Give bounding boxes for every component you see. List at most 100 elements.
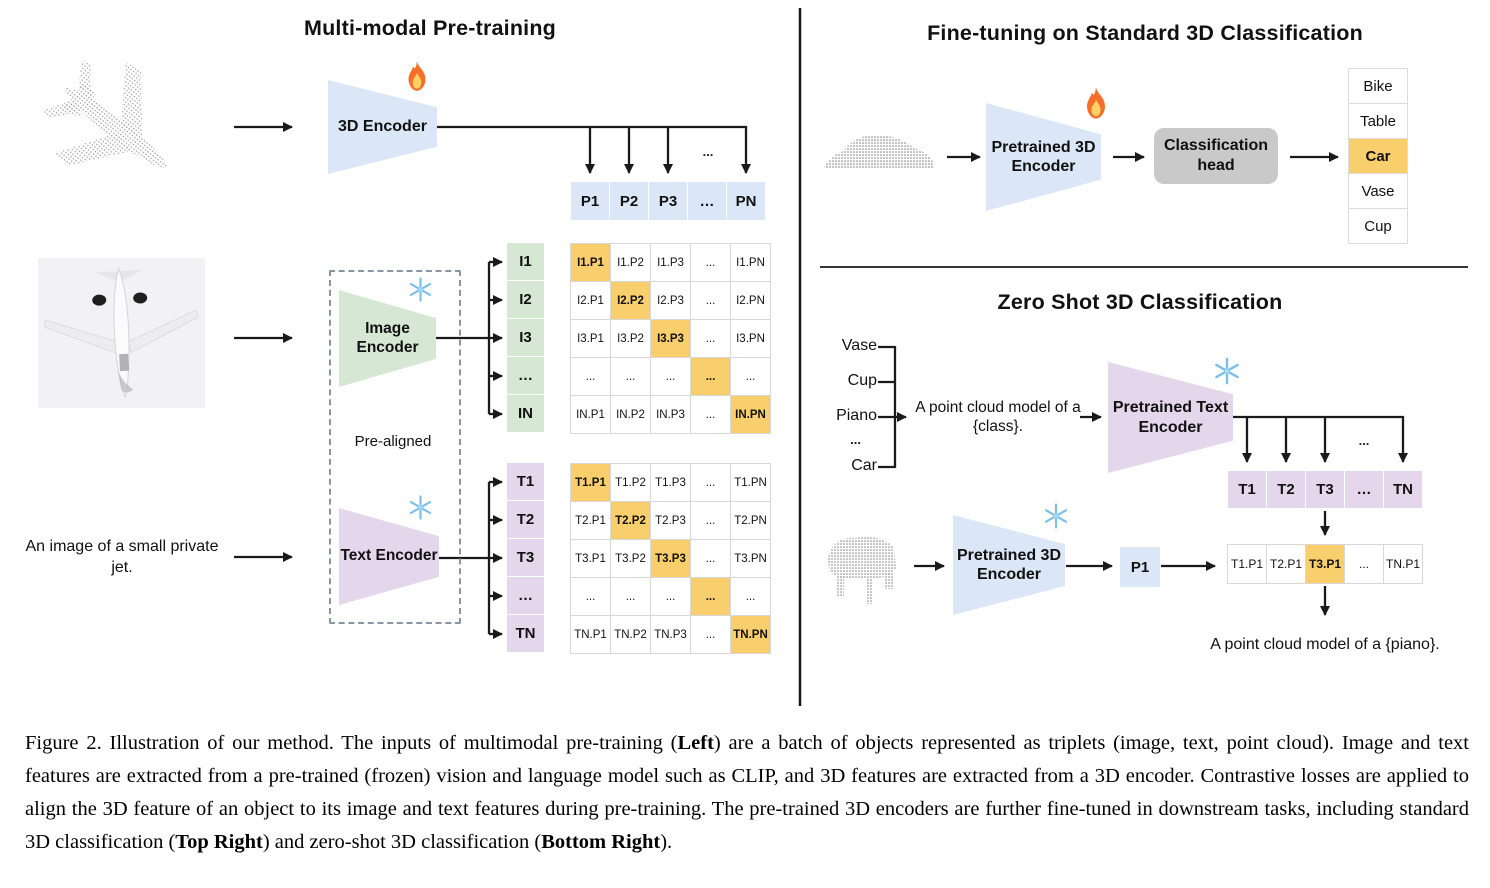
class-option: Table xyxy=(1349,104,1407,138)
text-feature-cell: T1 xyxy=(1228,471,1266,508)
caption-segment: Bottom Right xyxy=(541,830,661,853)
text-point-similarity-cell: ... xyxy=(691,616,730,653)
image-point-similarity-cell: IN.P3 xyxy=(651,396,690,433)
text-feature-cell: T3 xyxy=(507,539,544,576)
class-option: Vase xyxy=(1349,174,1407,208)
similarity-cell: TN.P1 xyxy=(1384,545,1422,583)
caption-segment: ) are a batch of objects represented as … xyxy=(25,731,1469,853)
text-point-similarity-cell: ... xyxy=(691,464,730,501)
image-point-similarity-cell: ... xyxy=(611,358,650,395)
prompt-text: A point cloud model of a {class}. xyxy=(915,399,1081,435)
text-feature-cell: T2 xyxy=(507,501,544,538)
text-point-similarity-cell: T2.P3 xyxy=(651,502,690,539)
text-feature-cell: T1 xyxy=(507,463,544,500)
piano-point-cloud xyxy=(828,536,896,604)
snowflake-icon xyxy=(1044,503,1068,529)
text-point-similarity-cell: T3.P3 xyxy=(651,540,690,577)
text-feature-cell: TN xyxy=(507,615,544,652)
fire-icon xyxy=(408,61,426,91)
image-point-similarity-cell: I1.P2 xyxy=(611,244,650,281)
image-feature-column: I1 I2 I3… IN xyxy=(507,243,544,432)
image-feature-cell: IN xyxy=(507,395,544,432)
caption-segment: Top Right xyxy=(175,830,263,853)
image-point-similarity-cell: IN.PN xyxy=(731,396,770,433)
image-point-similarity-cell: I2.P2 xyxy=(611,282,650,319)
text-point-similarity-cell: ... xyxy=(691,540,730,577)
text-point-similarity-cell: TN.P3 xyxy=(651,616,690,653)
image-point-similarity-cell: ... xyxy=(571,358,610,395)
classification-head-block: Classification head xyxy=(1154,128,1278,184)
class-prediction-list: Bike Table Car Vase Cup xyxy=(1348,68,1408,244)
snowflake-icon xyxy=(1215,357,1239,385)
zeroshot-class-label: Piano xyxy=(836,407,877,424)
fire-icon xyxy=(1087,87,1105,119)
figure-caption: Figure 2. Illustration of our method. Th… xyxy=(25,727,1469,859)
p-feature-cell: PN xyxy=(727,182,765,220)
text-point-similarity-cell: ... xyxy=(571,578,610,615)
similarity-cell: ... xyxy=(1345,545,1383,583)
image-point-similarity-cell: ... xyxy=(691,396,730,433)
text-feature-cell: … xyxy=(1345,471,1383,508)
prealigned-box xyxy=(329,270,461,624)
image-point-similarity-cell: IN.P2 xyxy=(611,396,650,433)
airplane-photo xyxy=(38,258,205,408)
similarity-cell: T1.P1 xyxy=(1228,545,1266,583)
snowflake-icon xyxy=(409,277,432,302)
image-point-similarity-cell: ... xyxy=(691,320,730,357)
caption-segment: ) and zero-shot 3D classification ( xyxy=(262,830,542,853)
p-feature-cell: P1 xyxy=(571,182,609,220)
car-point-cloud xyxy=(824,134,934,168)
p-feature-cell: P2 xyxy=(610,182,648,220)
p-feature-cell: P3 xyxy=(649,182,687,220)
text-feature-row: T1 T2 T3… TN xyxy=(1228,471,1422,508)
zeroshot-result-text: A point cloud model of a {piano}. xyxy=(1210,636,1440,653)
image-point-similarity-cell: ... xyxy=(691,358,730,395)
similarity-row: T1.P1 T2.P1 T3.P1... TN.P1 xyxy=(1227,544,1423,584)
image-point-similarity-cell: ... xyxy=(691,244,730,281)
text-point-similarity-cell: T3.PN xyxy=(731,540,770,577)
text-feature-cell: … xyxy=(507,577,544,614)
text-feature-cell: T2 xyxy=(1267,471,1305,508)
text-point-similarity-cell: TN.P1 xyxy=(571,616,610,653)
image-point-similarity-cell: I1.P3 xyxy=(651,244,690,281)
text-point-similarity-cell: T1.P1 xyxy=(571,464,610,501)
t-row-ellipsis: ... xyxy=(1358,433,1370,448)
text-point-similarity-cell: TN.P2 xyxy=(611,616,650,653)
text-point-similarity-cell: T1.PN xyxy=(731,464,770,501)
image-point-similarity-cell: ... xyxy=(731,358,770,395)
similarity-cell: T2.P1 xyxy=(1267,545,1305,583)
text-point-similarity-matrix: T1.P1 T1.P2 T1.P3... T1.PN T2.P1 T2.P2 T2.P3..… xyxy=(570,463,771,654)
text-input-caption: An image of a small private jet. xyxy=(25,538,219,576)
zeroshot-class-label: Car xyxy=(851,457,877,474)
class-option: Bike xyxy=(1349,69,1407,103)
text-feature-cell: TN xyxy=(1384,471,1422,508)
image-point-similarity-cell: I1.P1 xyxy=(571,244,610,281)
zeroshot-title: Zero Shot 3D Classification xyxy=(997,290,1283,314)
image-point-similarity-cell: I2.P3 xyxy=(651,282,690,319)
pretrain-title: Multi-modal Pre-training xyxy=(303,16,557,40)
similarity-cell: T3.P1 xyxy=(1306,545,1344,583)
text-point-similarity-cell: ... xyxy=(731,578,770,615)
p-feature-cell: … xyxy=(688,182,726,220)
image-feature-cell: I2 xyxy=(507,281,544,318)
image-point-similarity-cell: I3.PN xyxy=(731,320,770,357)
zeroshot-class-label: Cup xyxy=(847,372,877,389)
image-point-similarity-cell: ... xyxy=(651,358,690,395)
text-point-similarity-cell: T1.P3 xyxy=(651,464,690,501)
text-point-similarity-cell: ... xyxy=(691,502,730,539)
image-feature-cell: I3 xyxy=(507,319,544,356)
image-feature-cell: … xyxy=(507,357,544,394)
image-point-similarity-cell: I3.P2 xyxy=(611,320,650,357)
text-point-similarity-cell: TN.PN xyxy=(731,616,770,653)
text-point-similarity-cell: T2.P2 xyxy=(611,502,650,539)
text-feature-column: T1 T2 T3… TN xyxy=(507,463,544,652)
image-point-similarity-cell: I2.PN xyxy=(731,282,770,319)
image-point-similarity-cell: I1.PN xyxy=(731,244,770,281)
text-point-similarity-cell: ... xyxy=(611,578,650,615)
p1-feature-box: P1 xyxy=(1120,547,1160,587)
text-point-similarity-cell: ... xyxy=(651,578,690,615)
image-point-similarity-cell: ... xyxy=(691,282,730,319)
text-point-similarity-cell: T2.P1 xyxy=(571,502,610,539)
image-point-similarity-cell: I3.P1 xyxy=(571,320,610,357)
image-feature-cell: I1 xyxy=(507,243,544,280)
